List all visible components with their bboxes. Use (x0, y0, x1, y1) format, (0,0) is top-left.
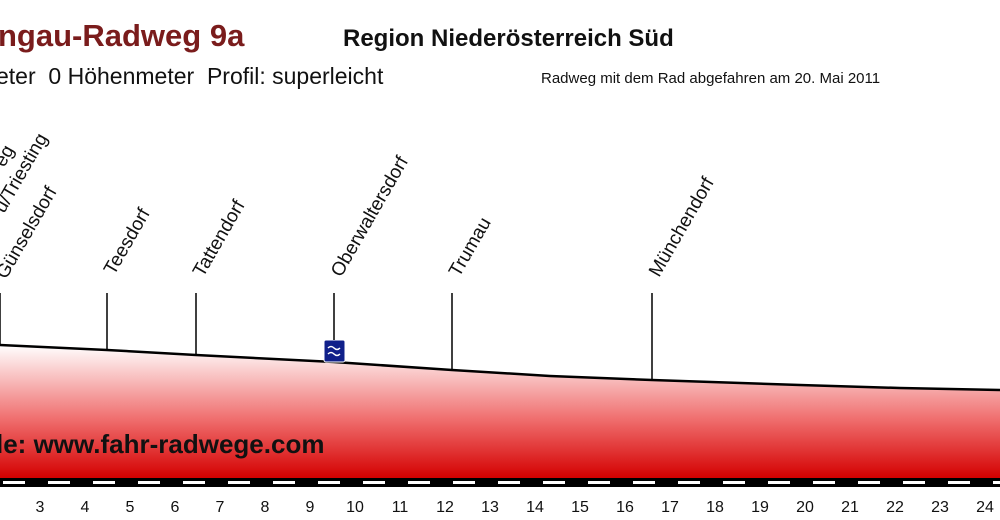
tick-label: 18 (706, 499, 724, 516)
tick-label: 5 (126, 499, 135, 516)
tick-label: 22 (886, 499, 904, 516)
scale-dash (318, 481, 340, 484)
swim-icon-waves (327, 345, 341, 357)
scale-dash (498, 481, 520, 484)
profile-line (0, 343, 1000, 392)
tick-label: 4 (81, 499, 90, 516)
scale-dash (48, 481, 70, 484)
scale-dash (228, 481, 250, 484)
tick-label: 21 (841, 499, 859, 516)
region: Region Niederösterreich Süd (343, 25, 674, 52)
tick-label: 19 (751, 499, 769, 516)
scale-dash (948, 481, 970, 484)
tick-label: 14 (526, 499, 544, 516)
scale-dash (543, 481, 565, 484)
scale-dash (858, 481, 880, 484)
note: Radweg mit dem Rad abgefahren am 20. Mai… (541, 70, 880, 87)
tick-label: 12 (436, 499, 454, 516)
scale-dash (993, 481, 1000, 484)
scale-dash (363, 481, 385, 484)
tick-label: 17 (661, 499, 679, 516)
tick-label: 9 (306, 499, 315, 516)
scale-dash (453, 481, 475, 484)
tick-label: 24 (976, 499, 994, 516)
scale-dash (138, 481, 160, 484)
tick-label: 20 (796, 499, 814, 516)
scale-dash (588, 481, 610, 484)
scale-dash (678, 481, 700, 484)
tick-label: 8 (261, 499, 270, 516)
source: le: www.fahr-radwege.com (0, 429, 324, 459)
tick-label: 13 (481, 499, 499, 516)
profile-area (0, 345, 1000, 478)
scale-dash (183, 481, 205, 484)
scale-dash (3, 481, 25, 484)
tick-label: 23 (931, 499, 949, 516)
tick-label: 11 (392, 499, 409, 516)
scale-dash (273, 481, 295, 484)
tick-label: 10 (346, 499, 364, 516)
scale-dash (408, 481, 430, 484)
tick-label: 6 (171, 499, 180, 516)
scale-dash (723, 481, 745, 484)
scale-dash (768, 481, 790, 484)
swim-icon (323, 339, 346, 363)
stats: eter 0 Höhenmeter Profil: superleicht (0, 63, 384, 89)
scale-dash (93, 481, 115, 484)
scale-dash (633, 481, 655, 484)
tick-label: 15 (571, 499, 589, 516)
scale-dash (813, 481, 835, 484)
tick-label: 7 (216, 499, 225, 516)
tick-label: 16 (616, 499, 634, 516)
tick-label: 3 (36, 499, 45, 516)
title: ngau-Radweg 9a (0, 18, 245, 53)
scale-dash (903, 481, 925, 484)
